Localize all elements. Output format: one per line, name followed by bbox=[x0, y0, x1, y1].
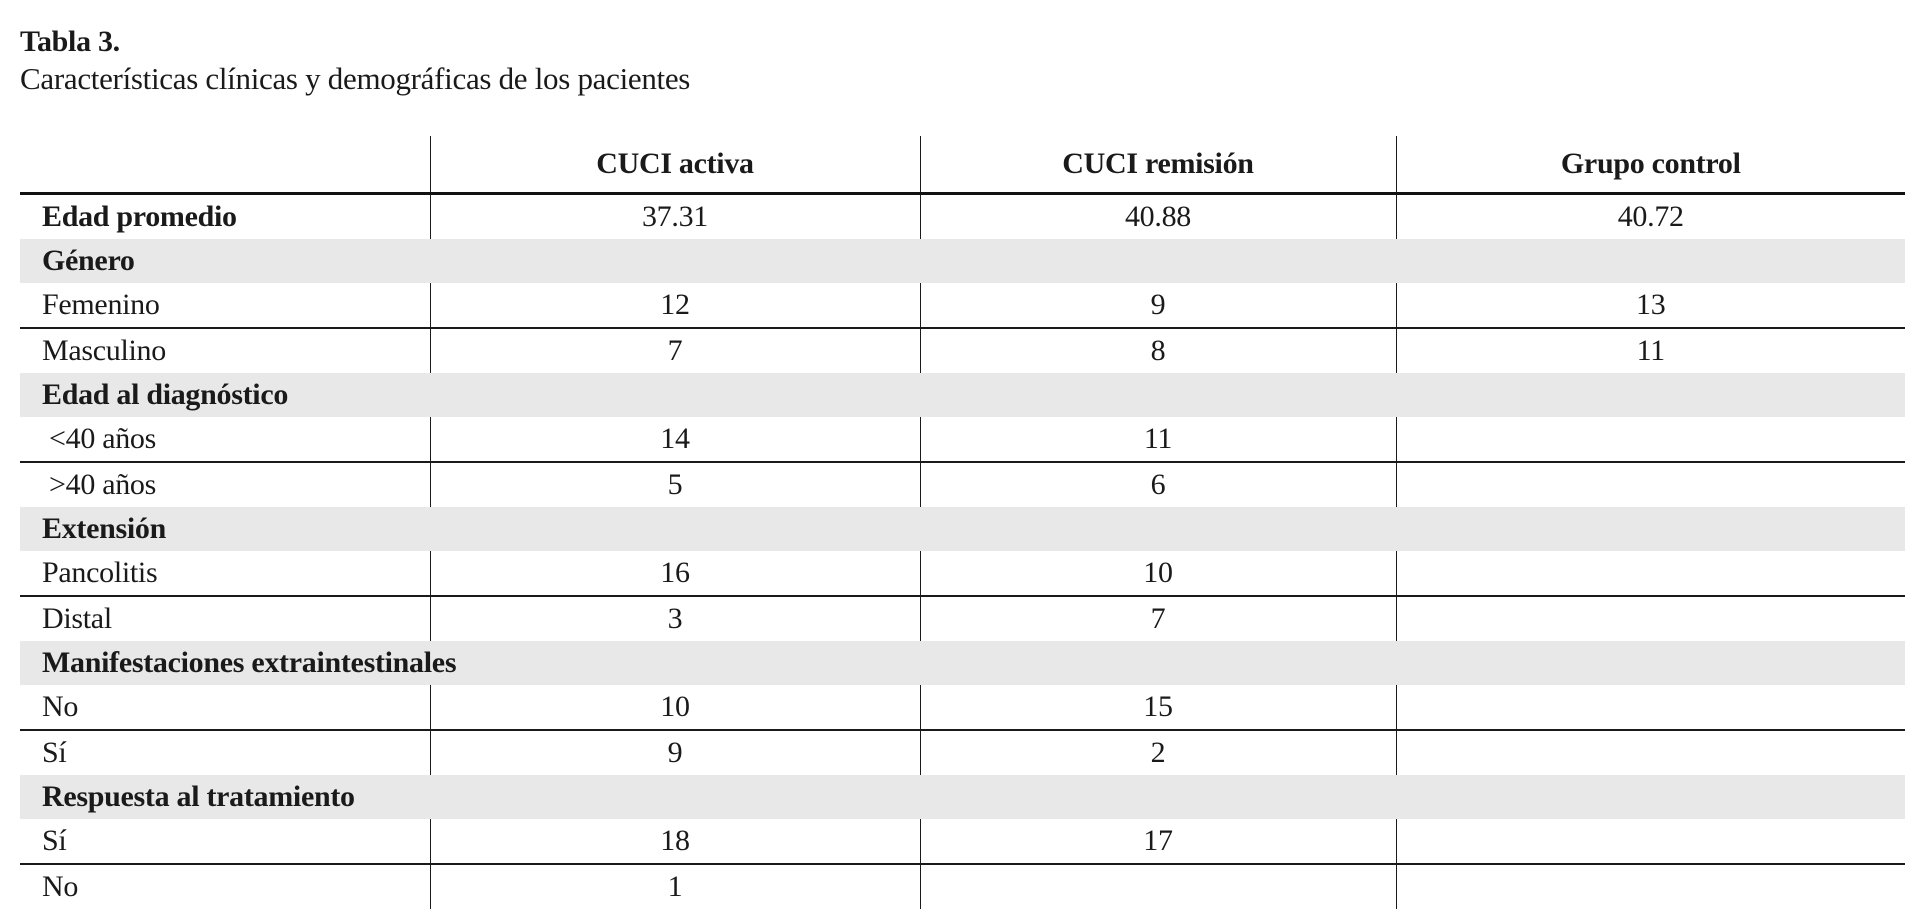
table-row: No 10 15 bbox=[20, 685, 1905, 730]
cell-value: 11 bbox=[1395, 328, 1905, 373]
table-row: Masculino 7 8 11 bbox=[20, 328, 1905, 373]
row-label: Distal bbox=[42, 602, 112, 635]
table-row: Femenino 12 9 13 bbox=[20, 283, 1905, 328]
section-label: Edad al diagnóstico bbox=[20, 373, 1905, 417]
cell-value: 9 bbox=[429, 730, 920, 775]
row-label: <40 años bbox=[49, 422, 157, 455]
cell-value: 18 bbox=[429, 819, 920, 864]
row-label: No bbox=[42, 870, 79, 903]
cell-value: 11 bbox=[919, 417, 1396, 462]
table-section-row: Manifestaciones extraintestinales bbox=[20, 641, 1905, 685]
row-label: Masculino bbox=[42, 334, 166, 367]
table-row: No 1 bbox=[20, 864, 1905, 909]
cell-value: 7 bbox=[919, 596, 1396, 641]
row-label: >40 años bbox=[49, 468, 157, 501]
header-empty-cell bbox=[20, 136, 430, 194]
cell-value bbox=[1395, 596, 1905, 641]
cell-value: 40.88 bbox=[919, 193, 1396, 239]
cell-value bbox=[1395, 551, 1905, 596]
cell-value: 2 bbox=[919, 730, 1396, 775]
cell-value: 13 bbox=[1395, 283, 1905, 328]
cell-value: 7 bbox=[429, 328, 920, 373]
cell-value bbox=[1395, 685, 1905, 730]
table-row: >40 años 5 6 bbox=[20, 462, 1905, 507]
table-row: Pancolitis 16 10 bbox=[20, 551, 1905, 596]
cell-value: 37.31 bbox=[429, 193, 920, 239]
table-row: Edad promedio 37.31 40.88 40.72 bbox=[20, 193, 1905, 239]
cell-value: 15 bbox=[919, 685, 1396, 730]
cell-value: 14 bbox=[429, 417, 920, 462]
cell-value: 3 bbox=[429, 596, 920, 641]
cell-value: 6 bbox=[919, 462, 1396, 507]
section-label: Manifestaciones extraintestinales bbox=[20, 641, 1905, 685]
header-cuci-activa: CUCI activa bbox=[429, 136, 920, 194]
characteristics-table: CUCI activa CUCI remisión Grupo control … bbox=[20, 136, 1905, 909]
cell-value: 12 bbox=[429, 283, 920, 328]
cell-value bbox=[1395, 730, 1905, 775]
cell-value bbox=[1395, 819, 1905, 864]
cell-value: 17 bbox=[919, 819, 1396, 864]
cell-value: 1 bbox=[429, 864, 920, 909]
row-label: Femenino bbox=[42, 288, 160, 321]
section-label: Extensión bbox=[20, 507, 1905, 551]
header-cuci-remision: CUCI remisión bbox=[919, 136, 1396, 194]
cell-value bbox=[1395, 462, 1905, 507]
table-row: Distal 3 7 bbox=[20, 596, 1905, 641]
cell-value bbox=[919, 864, 1396, 909]
cell-value: 16 bbox=[429, 551, 920, 596]
cell-value: 9 bbox=[919, 283, 1396, 328]
table-header-row: CUCI activa CUCI remisión Grupo control bbox=[20, 136, 1905, 194]
table-row: Sí 9 2 bbox=[20, 730, 1905, 775]
row-label: No bbox=[42, 690, 79, 723]
table-section-row: Género bbox=[20, 239, 1905, 283]
table-section-row: Extensión bbox=[20, 507, 1905, 551]
row-label: Sí bbox=[42, 824, 67, 857]
header-grupo-control: Grupo control bbox=[1395, 136, 1905, 194]
table-title: Tabla 3. bbox=[20, 25, 120, 58]
row-label: Sí bbox=[42, 736, 67, 769]
cell-value: 5 bbox=[429, 462, 920, 507]
cell-value: 8 bbox=[919, 328, 1396, 373]
cell-value: 40.72 bbox=[1395, 193, 1905, 239]
row-label: Pancolitis bbox=[42, 556, 158, 589]
table-row: Sí 18 17 bbox=[20, 819, 1905, 864]
cell-value: 10 bbox=[429, 685, 920, 730]
row-label: Edad promedio bbox=[42, 200, 237, 233]
cell-value: 10 bbox=[919, 551, 1396, 596]
cell-value bbox=[1395, 417, 1905, 462]
section-label: Respuesta al tratamiento bbox=[20, 775, 1905, 819]
section-label: Género bbox=[20, 239, 1905, 283]
table-section-row: Edad al diagnóstico bbox=[20, 373, 1905, 417]
table-section-row: Respuesta al tratamiento bbox=[20, 775, 1905, 819]
table-subtitle: Características clínicas y demográficas … bbox=[20, 61, 691, 96]
cell-value bbox=[1395, 864, 1905, 909]
table-row: <40 años 14 11 bbox=[20, 417, 1905, 462]
